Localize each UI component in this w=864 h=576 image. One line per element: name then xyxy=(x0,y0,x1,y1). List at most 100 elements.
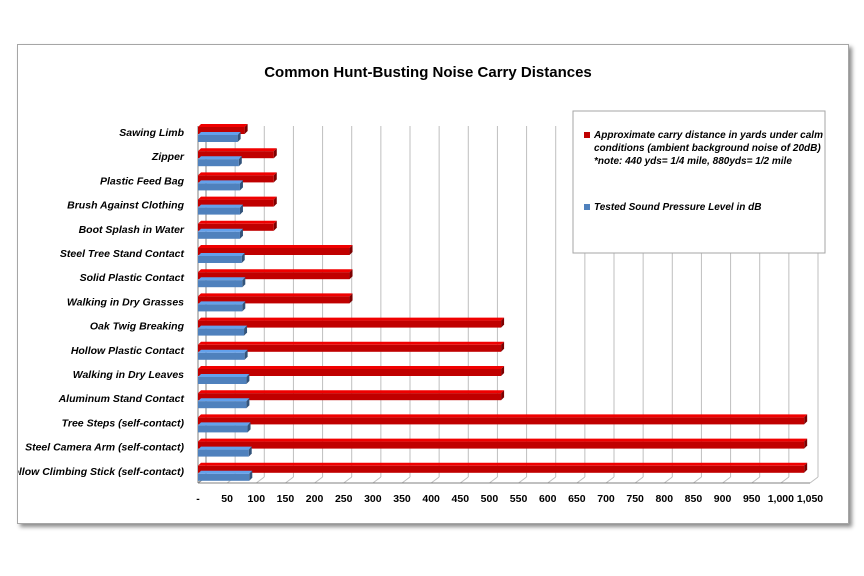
legend-label-distance: Approximate carry distance in yards unde… xyxy=(593,130,826,167)
bar-spl xyxy=(198,470,253,481)
bar-spl xyxy=(198,446,252,457)
legend-swatch-spl xyxy=(584,204,590,210)
category-label: Boot Splash in Water xyxy=(79,224,185,236)
legend-note: *note: 440 yds= 1/4 mile, 880yds= 1/2 mi… xyxy=(594,156,792,167)
x-tick-label: 600 xyxy=(539,493,557,505)
x-tick-label: 100 xyxy=(248,493,266,505)
bars xyxy=(198,124,808,481)
x-tick-label: 50 xyxy=(221,493,233,505)
floor-gridline xyxy=(722,476,731,484)
floor-gridline xyxy=(285,476,294,484)
chart-title: Common Hunt-Busting Noise Carry Distance… xyxy=(264,64,592,81)
floor-gridline xyxy=(780,476,790,484)
floor-gridline xyxy=(401,476,411,484)
bar-distance xyxy=(198,366,505,376)
chart: Common Hunt-Busting Noise Carry Distance… xyxy=(18,64,826,505)
bar-distance xyxy=(198,341,505,352)
category-label: Walking in Dry Grasses xyxy=(67,296,184,308)
x-tick-label: 300 xyxy=(364,493,382,505)
x-tick-label: 800 xyxy=(656,493,674,505)
x-tick-label: 150 xyxy=(277,493,295,505)
floor-gridline xyxy=(255,476,265,484)
x-tick-label: 750 xyxy=(626,493,644,505)
category-label: Hollow Plastic Contact xyxy=(71,345,185,357)
chart-frame: Common Hunt-Busting Noise Carry Distance… xyxy=(17,44,849,524)
bar-spl xyxy=(198,132,241,142)
bar-distance xyxy=(198,293,353,304)
category-label: Sawing Limb xyxy=(119,127,184,139)
bar-distance xyxy=(198,196,277,207)
bar-distance xyxy=(198,269,353,280)
category-label: Hollow Climbing Stick (self-contact) xyxy=(18,466,184,478)
bar-distance xyxy=(198,438,808,449)
floor-gridline xyxy=(634,476,644,484)
legend-label-distance-line2: conditions (ambient background noise of … xyxy=(594,143,821,154)
category-label: Plastic Feed Bag xyxy=(100,175,185,187)
x-tick-label: 550 xyxy=(510,493,528,505)
bar-spl xyxy=(198,180,243,191)
category-label: Zipper xyxy=(151,151,185,163)
bar-distance xyxy=(198,220,277,231)
floor-gridline xyxy=(576,476,586,484)
x-tick-label: 200 xyxy=(306,493,324,505)
bar-spl xyxy=(198,301,246,312)
floor-gridline xyxy=(459,476,469,484)
x-tick-label: 900 xyxy=(714,493,732,505)
x-tick-label: - xyxy=(196,493,200,505)
bar-spl xyxy=(198,204,243,215)
x-tick-label: 950 xyxy=(743,493,761,505)
legend-swatch-distance xyxy=(584,132,590,138)
legend-label-spl: Tested Sound Pressure Level in dB xyxy=(594,202,761,213)
category-label: Steel Tree Stand Contact xyxy=(60,248,185,260)
x-tick-label: 650 xyxy=(568,493,586,505)
x-tick-label: 350 xyxy=(393,493,411,505)
bar-distance xyxy=(198,148,277,159)
floor-gridline xyxy=(518,476,527,484)
bar-spl xyxy=(198,277,246,288)
x-tick-labels: - 50 100 150 200 250 300 350 400 450 500 550 600 650 7… xyxy=(196,493,823,505)
x-tick-label: 450 xyxy=(452,493,470,505)
floor-gridline xyxy=(547,476,557,484)
bar-distance xyxy=(198,414,808,425)
bar-distance xyxy=(198,245,353,255)
legend: Approximate carry distance in yards unde… xyxy=(572,110,826,254)
category-label: Steel Camera Arm (self-contact) xyxy=(25,442,184,454)
bar-distance xyxy=(198,172,277,183)
floor-gridline xyxy=(314,476,323,484)
bar-distance xyxy=(198,317,505,328)
x-tick-label: 500 xyxy=(481,493,499,505)
category-label: Tree Steps (self-contact) xyxy=(62,417,185,429)
bar-distance xyxy=(198,124,248,134)
bar-spl xyxy=(198,398,250,409)
bar-spl xyxy=(198,374,250,384)
floor-gridline xyxy=(693,476,702,484)
bar-spl xyxy=(198,349,248,360)
category-label: Walking in Dry Leaves xyxy=(73,369,184,381)
x-tick-label: 850 xyxy=(685,493,703,505)
floor-gridline xyxy=(430,476,440,484)
bar-spl xyxy=(198,156,242,167)
floor-gridline xyxy=(751,476,761,484)
floor-gridline xyxy=(663,476,673,484)
bar-distance xyxy=(198,462,808,473)
bar-spl xyxy=(198,253,245,263)
floor-gridline xyxy=(372,476,382,484)
category-label: Aluminum Stand Contact xyxy=(58,393,185,405)
category-label: Solid Plastic Contact xyxy=(80,272,185,284)
floor-gridline xyxy=(489,476,498,484)
x-tick-label: 700 xyxy=(597,493,615,505)
legend-label-distance-line1: Approximate carry distance in yards unde… xyxy=(593,130,823,141)
bar-distance xyxy=(198,390,505,401)
x-tick-label: 1,050 xyxy=(797,493,823,505)
floor-gridline xyxy=(605,476,615,484)
category-label: Oak Twig Breaking xyxy=(90,321,185,333)
x-tick-label: 1,000 xyxy=(768,493,794,505)
bar-spl xyxy=(198,325,248,336)
x-tick-label: 400 xyxy=(422,493,440,505)
bar-spl xyxy=(198,228,243,239)
legend-box xyxy=(572,110,826,254)
x-tick-label: 250 xyxy=(335,493,353,505)
bar-spl xyxy=(198,422,251,433)
category-label: Brush Against Clothing xyxy=(67,200,184,212)
floor-gridline xyxy=(809,476,819,484)
